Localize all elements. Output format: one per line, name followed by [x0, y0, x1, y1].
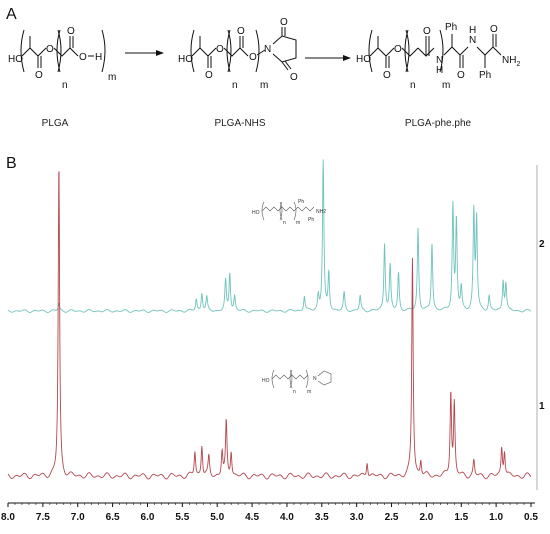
plga-structure: HO O O O O H n m [8, 26, 116, 91]
phe-o3: O [423, 26, 431, 37]
nhs-n: N [264, 44, 271, 55]
phe-o4: O [457, 70, 465, 81]
x-tick-label: 1.0 [489, 512, 503, 523]
svg-text:NH2: NH2 [316, 209, 326, 215]
nhs-o1: O [205, 70, 213, 81]
phe-ph2: Ph [479, 70, 491, 81]
phe-o2: O [394, 44, 402, 55]
phe-nh2-end: NH2 [502, 55, 520, 68]
nhs-m-index: m [260, 80, 268, 91]
x-tick-label: 8.0 [1, 512, 15, 523]
phe-h1: H [436, 65, 443, 76]
plga-o4: O [79, 52, 87, 63]
inset-top-molecule: HO n m Ph Ph NH2 [252, 199, 326, 226]
x-tick-label: 7.0 [71, 512, 85, 523]
x-tick-label: 0.5 [524, 512, 538, 523]
nhs-o4: O [249, 52, 257, 63]
phe-m-index: m [442, 80, 450, 91]
plga-h: H [95, 52, 102, 63]
spectrum-trace-2 [7, 159, 532, 313]
x-tick-label: 1.5 [454, 512, 468, 523]
svg-text:m: m [307, 389, 311, 395]
panel-b-label: B [6, 155, 17, 172]
plga-ho: HO [8, 54, 23, 65]
plga-caption: PLGA [42, 118, 69, 129]
nhs-o3: O [237, 26, 245, 37]
svg-text:HO: HO [252, 210, 260, 216]
phe-o1: O [383, 70, 391, 81]
trace-label-2: 2 [539, 239, 545, 250]
plga-m: m [108, 72, 116, 83]
phe-nh2: N [469, 35, 476, 46]
plga-phe-phe-structure: HO O O O N H Ph O N H Ph O NH2 n m [356, 22, 520, 91]
nhs-o5: O [280, 17, 288, 28]
panel-a-label: A [6, 6, 17, 23]
plga-n: n [62, 80, 68, 91]
plga-nhs-structure: HO O O O O N O O n m [178, 17, 298, 91]
inset-bottom-molecule: HO n m N [262, 369, 332, 395]
x-tick-label: 5.5 [175, 512, 189, 523]
nhs-n-index: n [232, 80, 238, 91]
phe-n-index: n [410, 80, 416, 91]
x-tick-label: 3.0 [350, 512, 364, 523]
plga-nhs-caption: PLGA-NHS [214, 118, 265, 129]
x-tick-label: 2.5 [385, 512, 399, 523]
x-tick-label: 6.0 [141, 512, 155, 523]
svg-text:Ph: Ph [298, 199, 304, 205]
phe-nh1: N [436, 55, 443, 66]
phe-ho: HO [356, 54, 371, 65]
phe-h2: H [469, 25, 476, 36]
x-tick-label: 6.5 [106, 512, 120, 523]
phe-ph1: Ph [445, 22, 457, 33]
svg-text:n: n [293, 389, 296, 395]
svg-text:m: m [296, 220, 300, 226]
x-tick-label: 4.0 [280, 512, 294, 523]
svg-text:N: N [313, 376, 317, 382]
x-tick-label: 7.5 [36, 512, 50, 523]
svg-text:HO: HO [262, 378, 270, 384]
spectrum-trace-1 [7, 171, 532, 480]
svg-text:Ph: Ph [308, 217, 314, 223]
plga-o2: O [46, 44, 54, 55]
x-tick-label: 5.0 [210, 512, 224, 523]
plga-phe-phe-caption: PLGA-phe.phe [405, 118, 472, 129]
nmr-spectra: 8.0 7.5 7.0 6.5 6.0 5.5 5.0 4.5 4.0 3.5 3.0 2.5 2.0 1… [1, 159, 538, 523]
x-tick-label: 3.5 [315, 512, 329, 523]
phe-o5: O [490, 24, 498, 35]
plga-o3: O [67, 26, 75, 37]
x-tick-label: 4.5 [245, 512, 259, 523]
nhs-o6: O [290, 72, 298, 83]
svg-text:n: n [283, 220, 286, 226]
trace-label-1: 1 [539, 401, 545, 412]
nhs-ho: HO [178, 54, 193, 65]
nhs-o2: O [216, 44, 224, 55]
plga-o1: O [35, 70, 43, 81]
x-tick-label: 2.0 [419, 512, 433, 523]
